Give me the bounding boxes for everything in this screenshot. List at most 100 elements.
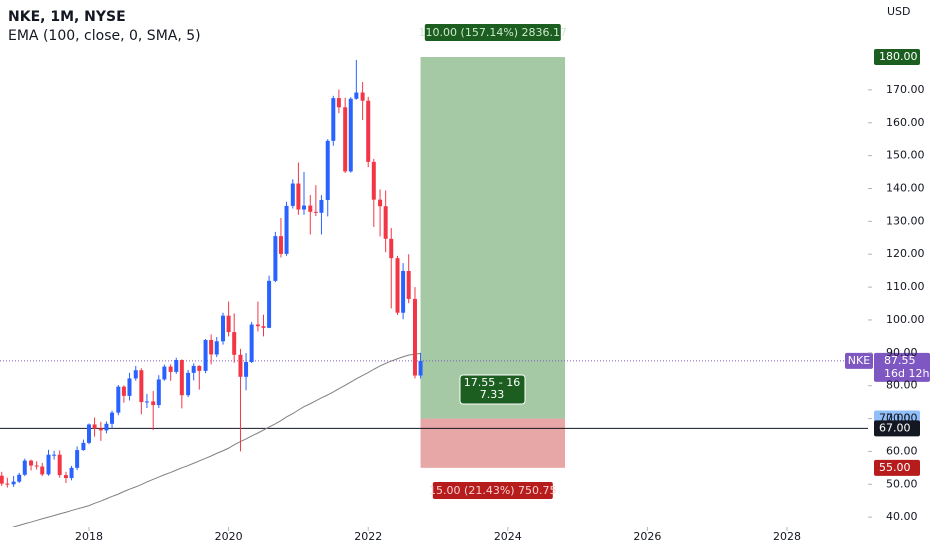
- x-tick-label: 2020: [215, 530, 243, 543]
- target-label-box: [424, 24, 561, 41]
- candle-body: [144, 401, 149, 403]
- y-tick-label: 160.00: [886, 116, 925, 129]
- y-tick-label: 80.00: [886, 379, 918, 392]
- candle-body: [29, 460, 34, 466]
- stop-price-label-box: [874, 459, 920, 476]
- x-tick-label: 2022: [354, 530, 382, 543]
- stats-box: [459, 374, 526, 405]
- candle-body: [121, 386, 126, 396]
- candle-body: [389, 238, 394, 259]
- candle-body: [203, 339, 208, 371]
- candle-body: [354, 92, 359, 99]
- candle-body: [162, 366, 167, 380]
- candle-body: [116, 386, 121, 413]
- candle-body: [191, 365, 196, 373]
- candle-body: [395, 258, 400, 313]
- candle-body: [313, 211, 318, 213]
- y-tick-label: 100.00: [886, 313, 925, 326]
- candle-body: [284, 205, 289, 254]
- candle-body: [104, 423, 109, 431]
- candle-body: [273, 236, 278, 281]
- candle-body: [412, 298, 417, 376]
- candle-body: [17, 474, 22, 482]
- y-tick-label: 90.00: [886, 346, 918, 359]
- candle-body: [40, 466, 45, 475]
- hline-price-label-box: [874, 420, 920, 437]
- candle-body: [5, 483, 10, 485]
- y-tick-label: 70.00: [886, 412, 918, 425]
- candle-body: [336, 98, 341, 108]
- x-tick-label: 2026: [633, 530, 661, 543]
- candle-body: [174, 360, 179, 372]
- indicator-label: EMA (100, close, 0, SMA, 5): [8, 28, 201, 44]
- candle-body: [179, 360, 184, 396]
- candle-body: [81, 442, 86, 451]
- currency: USD: [887, 5, 911, 18]
- candle-body: [22, 460, 27, 475]
- x-tick-label: 2028: [773, 530, 801, 543]
- candle-body: [278, 236, 283, 254]
- y-tick-label: 150.00: [886, 149, 925, 162]
- candle-body: [238, 354, 243, 377]
- candle-body: [156, 379, 161, 406]
- candle-body: [296, 183, 301, 210]
- hline-price-label: 67.00: [879, 421, 911, 434]
- candle-body: [319, 199, 324, 213]
- candle-body: [331, 98, 336, 141]
- candle-body: [139, 370, 144, 403]
- candle-body: [133, 370, 138, 379]
- candle-body: [75, 450, 80, 468]
- y-tick-label: 140.00: [886, 181, 925, 194]
- candle-body: [360, 92, 365, 101]
- candle-body: [221, 315, 226, 342]
- last-price-box: [874, 352, 930, 382]
- stats-label: 17.55 - 16: [464, 376, 520, 389]
- candle-body: [11, 481, 16, 485]
- candle-body: [168, 366, 173, 372]
- candle-body: [86, 424, 91, 443]
- candle-body: [214, 341, 219, 355]
- profit-zone: [420, 57, 566, 419]
- y-tick-label: 60.00: [886, 444, 918, 457]
- candle-body: [418, 360, 423, 376]
- candle-body: [267, 280, 272, 328]
- overlay: 110.00 (157.14%) 2836.17 15.00 (21.43%) 7…: [419, 24, 930, 499]
- candle-body: [197, 365, 202, 371]
- candle-body: [226, 315, 231, 333]
- indicator-line: [11, 352, 421, 527]
- candle-body: [209, 339, 214, 355]
- candle-body: [371, 161, 376, 200]
- candle-body: [186, 372, 191, 396]
- candle-body: [383, 206, 388, 239]
- y-tick-label: 170.00: [886, 83, 925, 96]
- candle-body: [110, 412, 115, 424]
- candle-body: [348, 98, 353, 172]
- plot-area: [0, 57, 868, 527]
- candle-body: [0, 475, 4, 484]
- candle-body: [290, 183, 295, 206]
- chart-title: NKE, 1M, NYSE: [8, 9, 126, 25]
- stop-label-box: [432, 482, 553, 499]
- last-price-label: 87.55: [884, 354, 916, 367]
- candle-body: [46, 454, 51, 475]
- candle-body: [366, 100, 371, 162]
- y-tick-label: 130.00: [886, 214, 925, 227]
- candle-body: [343, 107, 348, 172]
- candle-body: [406, 270, 411, 299]
- y-tick-label: 50.00: [886, 477, 918, 490]
- candle-body: [249, 324, 254, 363]
- target-price-label-box: [874, 49, 920, 66]
- candle-body: [57, 454, 62, 476]
- candle-body: [63, 475, 68, 479]
- candle-body: [127, 378, 132, 396]
- candle-body: [401, 270, 406, 313]
- candle-body: [232, 332, 237, 355]
- candle-body: [301, 205, 306, 210]
- x-tick-label: 2018: [75, 530, 103, 543]
- stats-label: 7.33: [480, 388, 505, 401]
- stop-label: 15.00 (21.43%) 750.75: [429, 484, 557, 497]
- stop-price-label: 55.00: [879, 461, 911, 474]
- candle-body: [308, 205, 313, 212]
- target-price-label: 180.00: [879, 50, 918, 63]
